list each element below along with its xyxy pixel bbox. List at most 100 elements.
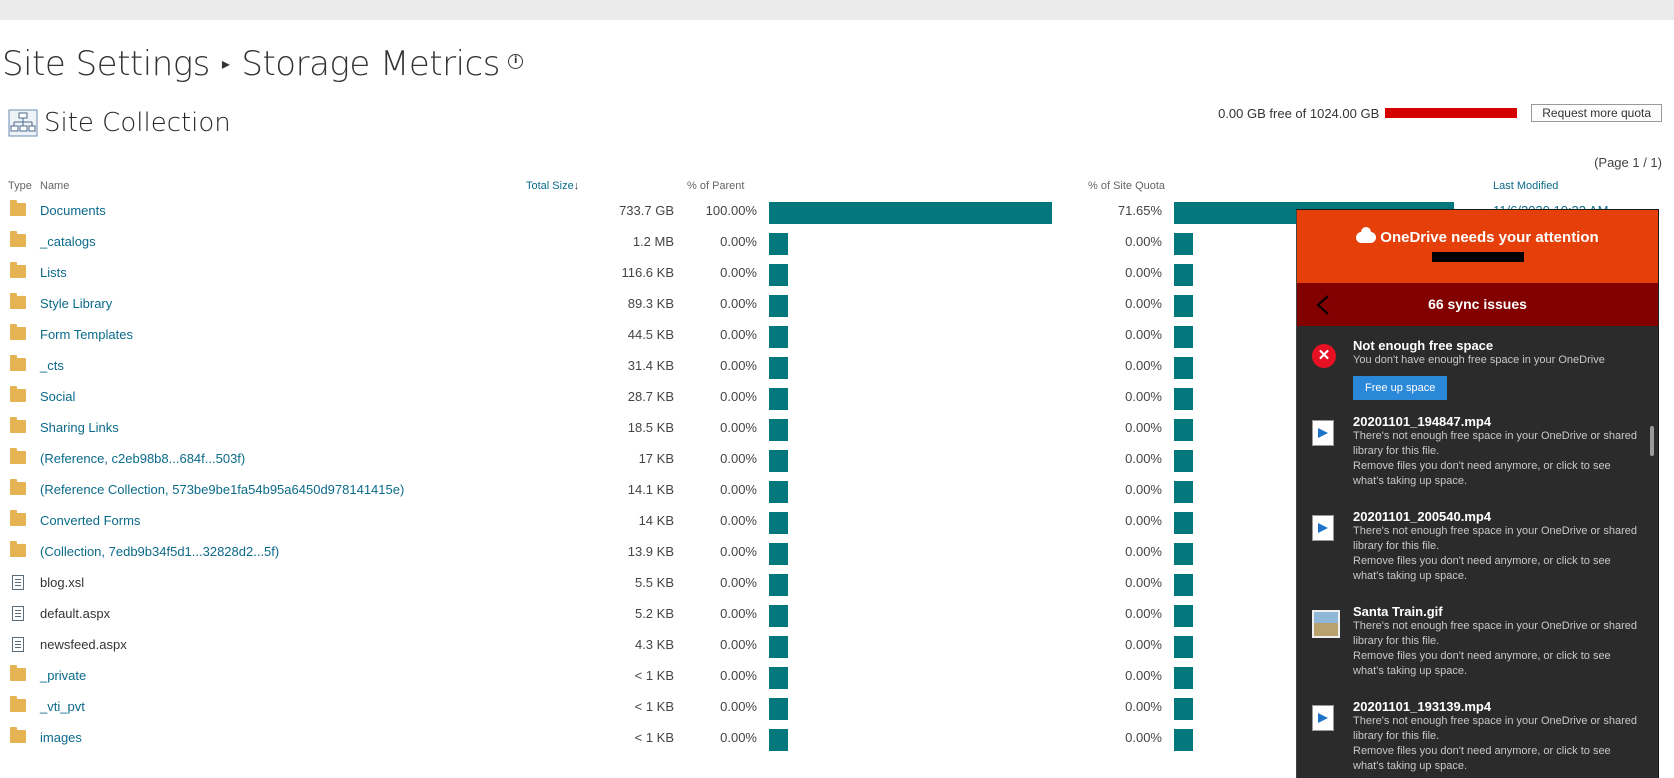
- pct-quota-bar: [1174, 698, 1193, 720]
- row-name[interactable]: Form Templates: [40, 327, 133, 342]
- pct-quota-bar: [1174, 605, 1193, 627]
- pct-parent-bar: [769, 512, 788, 534]
- info-icon[interactable]: i: [507, 54, 523, 69]
- issue-not-enough-space[interactable]: ✕ Not enough free space You don't have e…: [1297, 338, 1658, 408]
- row-pct-parent: 0.00%: [720, 668, 757, 683]
- row-name[interactable]: _private: [40, 668, 87, 683]
- row-name[interactable]: (Collection, 7edb9b34f5d1...32828d2...5f…: [40, 544, 280, 559]
- chevron-left-icon[interactable]: [1315, 295, 1331, 315]
- pct-parent-bar: [769, 543, 788, 565]
- pct-quota-bar: [1174, 233, 1193, 255]
- row-pct-parent: 0.00%: [720, 482, 757, 497]
- folder-icon: [10, 355, 26, 371]
- pct-parent-bar: [769, 698, 788, 720]
- table-row: (Collection, 7edb9b34f5d1...32828d2...5f…: [0, 537, 1674, 568]
- row-pct-parent: 0.00%: [720, 575, 757, 590]
- row-pct-quota: 0.00%: [1125, 637, 1162, 652]
- table-row: Form Templates 44.5 KB 0.00% 0.00%: [0, 320, 1674, 351]
- table-row: Lists 116.6 KB 0.00% 0.00%: [0, 258, 1674, 289]
- pct-parent-bar: [769, 357, 788, 379]
- pct-parent-bar: [769, 605, 788, 627]
- row-name[interactable]: (Reference, c2eb98b8...684f...503f): [40, 451, 246, 466]
- page-title: Site Settings ▸ Storage Metrics i: [2, 44, 523, 84]
- row-pct-parent: 0.00%: [720, 451, 757, 466]
- row-name: blog.xsl: [40, 575, 85, 590]
- column-type: Type: [8, 180, 32, 192]
- row-name: newsfeed.aspx: [40, 637, 127, 652]
- row-pct-quota: 0.00%: [1125, 699, 1162, 714]
- table-row: Converted Forms 14 KB 0.00% 0.00%: [0, 506, 1674, 537]
- row-name[interactable]: (Reference Collection, 573be9be1fa54b95a…: [40, 482, 405, 497]
- pct-quota-bar: [1174, 388, 1193, 410]
- column-last-modified[interactable]: Last Modified: [1493, 180, 1559, 192]
- row-name[interactable]: images: [40, 730, 82, 745]
- file-name: 20201101_194847.mp4: [1353, 414, 1492, 429]
- table-row: _cts 31.4 KB 0.00% 0.00%: [0, 351, 1674, 382]
- row-size: 31.4 KB: [627, 358, 674, 373]
- row-name[interactable]: _cts: [40, 358, 64, 373]
- folder-icon: [10, 510, 26, 526]
- row-pct-quota: 0.00%: [1125, 668, 1162, 683]
- file-icon: [10, 637, 24, 652]
- sync-issue-item[interactable]: Santa Train.gif There's not enough free s…: [1297, 604, 1658, 693]
- row-pct-quota: 0.00%: [1125, 234, 1162, 249]
- row-name[interactable]: _catalogs: [40, 234, 96, 249]
- sync-issue-list[interactable]: ✕ Not enough free space You don't have e…: [1297, 326, 1658, 778]
- file-name: 20201101_193139.mp4: [1353, 699, 1492, 714]
- pct-quota-bar: [1174, 450, 1193, 472]
- row-name[interactable]: Lists: [40, 265, 67, 280]
- sync-issue-item[interactable]: 20201101_193139.mp4 There's not enough fr…: [1297, 699, 1658, 778]
- row-pct-parent: 0.00%: [720, 296, 757, 311]
- folder-icon: [10, 324, 26, 340]
- pct-parent-bar: [769, 636, 788, 658]
- folder-icon: [10, 417, 26, 433]
- file-name: Santa Train.gif: [1353, 604, 1443, 619]
- row-size: < 1 KB: [634, 668, 674, 683]
- row-name[interactable]: Documents: [40, 203, 106, 218]
- row-pct-parent: 0.00%: [720, 327, 757, 342]
- folder-icon: [10, 200, 26, 216]
- redacted-account: [1431, 252, 1524, 262]
- folder-icon: [10, 696, 26, 712]
- sync-issue-item[interactable]: 20201101_194847.mp4 There's not enough fr…: [1297, 414, 1658, 503]
- row-pct-parent: 0.00%: [720, 420, 757, 435]
- sync-issue-item[interactable]: 20201101_200540.mp4 There's not enough fr…: [1297, 509, 1658, 598]
- pct-parent-bar: [769, 667, 788, 689]
- pct-quota-bar: [1174, 729, 1193, 751]
- row-name[interactable]: Style Library: [40, 296, 113, 311]
- folder-icon: [10, 448, 26, 464]
- pct-quota-bar: [1174, 419, 1193, 441]
- row-size: 5.5 KB: [634, 575, 674, 590]
- pct-quota-bar: [1174, 667, 1193, 689]
- row-size: 14.1 KB: [627, 482, 674, 497]
- request-quota-button[interactable]: Request more quota: [1531, 104, 1662, 122]
- row-name[interactable]: _vti_pvt: [40, 699, 85, 714]
- row-size: 17 KB: [638, 451, 674, 466]
- site-collection-icon: [8, 109, 38, 137]
- row-pct-parent: 0.00%: [720, 513, 757, 528]
- pct-quota-bar: [1174, 512, 1193, 534]
- table-row: Style Library 89.3 KB 0.00% 0.00%: [0, 289, 1674, 320]
- pct-parent-bar: [769, 233, 788, 255]
- column-total-size-label[interactable]: Total Size: [526, 180, 574, 192]
- table-row: (Reference, c2eb98b8...684f...503f) 17 KB…: [0, 444, 1674, 475]
- row-name[interactable]: Sharing Links: [40, 420, 119, 435]
- row-pct-parent: 0.00%: [720, 637, 757, 652]
- scrollbar[interactable]: [1650, 426, 1654, 456]
- row-size: 18.5 KB: [627, 420, 674, 435]
- video-file-icon: [1312, 420, 1334, 446]
- file-icon: [10, 606, 24, 621]
- row-pct-quota: 0.00%: [1125, 265, 1162, 280]
- table-row: blog.xsl 5.5 KB 0.00% 0.00%: [0, 568, 1674, 599]
- file-message: There's not enough free space in your On…: [1353, 525, 1637, 552]
- breadcrumb-current: Storage Metrics: [241, 44, 500, 84]
- breadcrumb-parent[interactable]: Site Settings: [2, 44, 210, 84]
- video-file-icon: [1312, 705, 1334, 731]
- free-up-space-button[interactable]: Free up space: [1353, 376, 1448, 400]
- pct-parent-bar: [769, 264, 788, 286]
- table-row: newsfeed.aspx 4.3 KB 0.00% 0.00%: [0, 630, 1674, 661]
- column-total-size[interactable]: Total Size↓: [526, 180, 579, 192]
- table-row: _catalogs 1.2 MB 0.00% 0.00%: [0, 227, 1674, 258]
- row-name[interactable]: Converted Forms: [40, 513, 141, 528]
- row-name[interactable]: Social: [40, 389, 76, 404]
